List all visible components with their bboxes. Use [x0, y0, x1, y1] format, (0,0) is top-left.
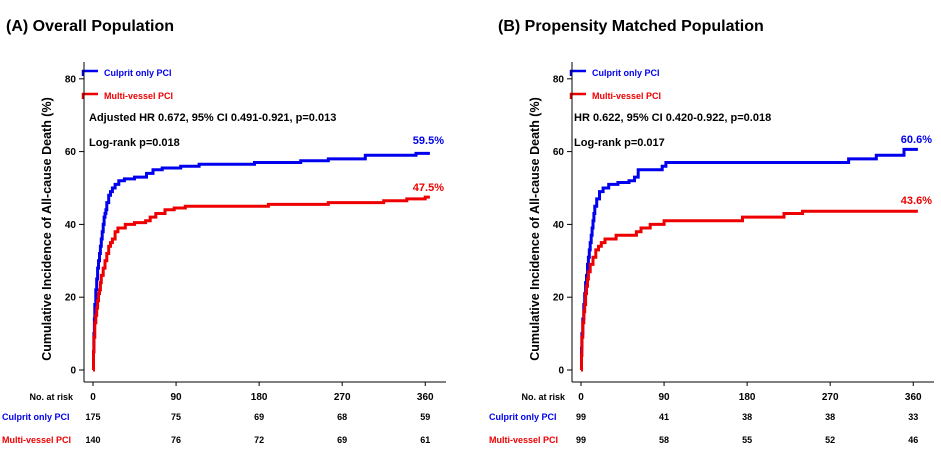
risk-cell-culprit: 99 — [576, 412, 586, 422]
legend: Culprit only PCI Multi-vessel PCI — [569, 68, 661, 101]
y-tick-label: 60 — [553, 147, 565, 158]
y-axis-label: Cumulative Incidence of All-cause Death … — [40, 97, 54, 360]
x-tick-label: 270 — [822, 392, 839, 403]
risk-cell-culprit: 68 — [337, 412, 347, 422]
x-tick-label: 360 — [905, 392, 922, 403]
end-label-multivessel: 47.5% — [413, 182, 444, 194]
legend-swatch-multivessel — [569, 92, 586, 99]
risk-cell-culprit: 41 — [659, 412, 669, 422]
risk-cell-culprit: 175 — [85, 412, 100, 422]
x-tick-label: 270 — [334, 392, 351, 403]
x-tick-label: 90 — [170, 392, 182, 403]
risk-table-header: No. at risk — [521, 392, 566, 402]
legend-swatch-culprit — [81, 69, 98, 76]
risk-cell-multivessel: 99 — [576, 435, 586, 445]
y-tick-label: 20 — [553, 293, 565, 304]
x-tick-label: 0 — [90, 392, 96, 403]
risk-cell-multivessel: 72 — [254, 435, 264, 445]
risk-cell-culprit: 38 — [825, 412, 835, 422]
risk-row-label-multivessel: Multi-vessel PCI — [2, 435, 71, 445]
y-tick-label: 40 — [65, 220, 77, 231]
risk-row-label-multivessel: Multi-vessel PCI — [489, 435, 558, 445]
risk-cell-multivessel: 69 — [337, 435, 347, 445]
y-tick-label: 60 — [65, 147, 77, 158]
risk-row-label-culprit: Culprit only PCI — [2, 412, 70, 422]
series-line-multivessel — [580, 209, 918, 372]
logrank-text: Log-rank p=0.018 — [89, 137, 180, 149]
risk-cell-multivessel: 140 — [85, 435, 100, 445]
x-tick-label: 90 — [658, 392, 670, 403]
legend-label-multivessel: Multi-vessel PCI — [592, 91, 661, 101]
risk-table-header: No. at risk — [29, 392, 74, 402]
panel-propensity-matched: (B) Propensity Matched Population Cumula… — [489, 18, 934, 445]
end-label-culprit: 59.5% — [413, 135, 444, 147]
x-tick-label: 0 — [578, 392, 584, 403]
legend-label-multivessel: Multi-vessel PCI — [104, 91, 173, 101]
legend-swatch-multivessel — [81, 92, 98, 99]
y-tick-label: 20 — [65, 293, 77, 304]
y-axis-label: Cumulative Incidence of All-cause Death … — [528, 97, 542, 360]
y-tick-label: 0 — [70, 366, 76, 377]
y-tick-label: 80 — [553, 74, 565, 85]
risk-cell-multivessel: 61 — [420, 435, 430, 445]
panel-title: (B) Propensity Matched Population — [498, 18, 764, 35]
panel-title: (A) Overall Population — [6, 18, 174, 35]
series-line-multivessel — [92, 195, 430, 372]
legend-swatch-culprit — [569, 69, 586, 76]
risk-cell-multivessel: 76 — [171, 435, 181, 445]
risk-cell-multivessel: 52 — [825, 435, 835, 445]
series-line-culprit — [92, 151, 430, 372]
hazard-ratio-text: Adjusted HR 0.672, 95% CI 0.491-0.921, p… — [89, 112, 336, 124]
legend-label-culprit: Culprit only PCI — [592, 68, 660, 78]
series-line-culprit — [580, 147, 918, 372]
risk-row-label-culprit: Culprit only PCI — [489, 412, 557, 422]
legend-label-culprit: Culprit only PCI — [104, 68, 172, 78]
legend: Culprit only PCI Multi-vessel PCI — [81, 68, 173, 101]
y-tick-label: 80 — [65, 74, 77, 85]
risk-cell-culprit: 33 — [908, 412, 918, 422]
risk-cell-culprit: 59 — [420, 412, 430, 422]
end-label-multivessel: 43.6% — [901, 195, 932, 207]
x-tick-label: 360 — [417, 392, 434, 403]
hazard-ratio-text: HR 0.622, 95% CI 0.420-0.922, p=0.018 — [574, 112, 771, 124]
risk-cell-multivessel: 55 — [742, 435, 752, 445]
end-label-culprit: 60.6% — [901, 134, 932, 146]
x-tick-label: 180 — [251, 392, 268, 403]
logrank-text: Log-rank p=0.017 — [574, 137, 665, 149]
y-tick-label: 0 — [558, 366, 564, 377]
panel-overall-population: (A) Overall Population Cumulative Incide… — [2, 18, 446, 445]
risk-cell-multivessel: 58 — [659, 435, 669, 445]
risk-cell-culprit: 38 — [742, 412, 752, 422]
x-tick-label: 180 — [739, 392, 756, 403]
risk-cell-culprit: 75 — [171, 412, 181, 422]
y-tick-label: 40 — [553, 220, 565, 231]
risk-cell-multivessel: 46 — [908, 435, 918, 445]
risk-cell-culprit: 69 — [254, 412, 264, 422]
